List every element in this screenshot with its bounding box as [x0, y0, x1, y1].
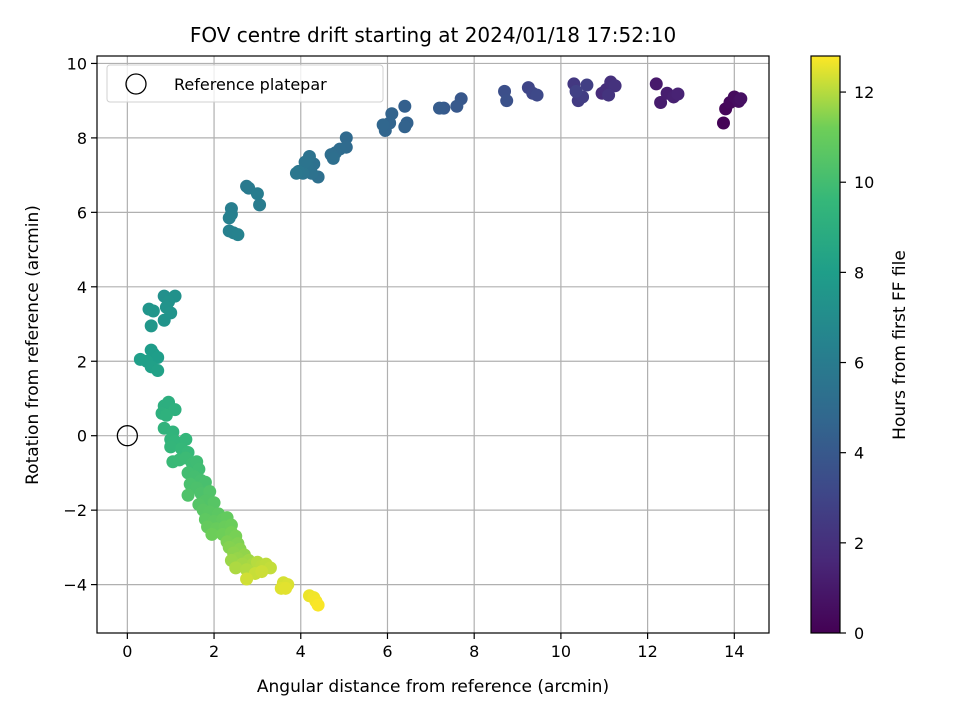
y-tick-label: −4 — [63, 576, 87, 595]
data-point — [164, 440, 178, 454]
legend-label: Reference platepar — [174, 75, 327, 94]
plot-frame — [96, 55, 770, 634]
data-point — [654, 96, 668, 110]
data-point — [151, 351, 165, 365]
data-point — [144, 319, 158, 333]
data-point — [326, 151, 340, 165]
colorbar-tick-label: 8 — [854, 263, 864, 282]
data-point — [279, 581, 293, 595]
data-points — [133, 75, 748, 612]
colorbar-tick-label: 0 — [854, 624, 864, 643]
data-point — [580, 78, 594, 92]
y-tick-label: 0 — [77, 427, 87, 446]
x-tick-label: 4 — [296, 642, 306, 661]
x-tick-label: 2 — [209, 642, 219, 661]
x-tick-label: 0 — [122, 642, 132, 661]
colorbar-ticks: 0 2 4 6 8 10 12 — [840, 83, 874, 643]
data-point — [339, 131, 353, 145]
data-point — [376, 118, 390, 132]
colorbar-title: Hours from first FF file — [890, 250, 910, 440]
x-tick-label: 10 — [551, 642, 571, 661]
colorbar-tick-label: 12 — [854, 83, 874, 102]
chart-title: FOV centre drift starting at 2024/01/18 … — [190, 23, 676, 47]
data-point — [253, 198, 267, 212]
y-tick-label: 4 — [77, 278, 87, 297]
data-point — [716, 116, 730, 130]
data-point — [649, 77, 663, 91]
data-point — [222, 211, 236, 225]
data-point — [433, 101, 447, 115]
y-axis: −4 −2 0 2 4 6 8 10 — [63, 54, 97, 595]
data-point — [500, 94, 514, 108]
data-point — [450, 99, 464, 113]
data-point — [602, 88, 616, 102]
y-axis-title: Rotation from reference (arcmin) — [23, 205, 43, 485]
data-point — [240, 572, 254, 586]
colorbar-tick-label: 10 — [854, 173, 874, 192]
data-point — [398, 120, 412, 134]
data-point — [608, 79, 622, 93]
data-point — [530, 88, 544, 102]
y-tick-label: 2 — [77, 352, 87, 371]
data-point — [289, 166, 303, 180]
data-point — [671, 87, 685, 101]
data-point — [398, 99, 412, 113]
y-tick-label: 6 — [77, 203, 87, 222]
x-tick-label: 14 — [724, 642, 744, 661]
reference-marker-group — [116, 425, 138, 447]
grid — [97, 56, 769, 633]
legend-marker-icon — [125, 73, 147, 95]
colorbar-gradient — [810, 55, 841, 634]
legend-box — [106, 64, 384, 103]
reference-platepar-marker — [116, 425, 138, 447]
data-point — [734, 92, 748, 106]
colorbar-tick-label: 4 — [854, 444, 864, 463]
x-axis-title: Angular distance from reference (arcmin) — [257, 677, 609, 697]
data-point — [569, 84, 583, 98]
y-tick-label: −2 — [63, 501, 87, 520]
legend: Reference platepar — [106, 64, 384, 103]
x-tick-label: 8 — [469, 642, 479, 661]
y-tick-label: 10 — [67, 54, 87, 73]
data-point — [255, 565, 269, 579]
data-point — [298, 155, 312, 169]
data-point — [157, 313, 171, 327]
data-point — [181, 488, 195, 502]
colorbar-tick-label: 6 — [854, 354, 864, 373]
data-point — [311, 598, 325, 612]
y-tick-label: 8 — [77, 129, 87, 148]
x-tick-label: 6 — [382, 642, 392, 661]
data-point — [231, 228, 245, 242]
x-tick-label: 12 — [637, 642, 657, 661]
data-point — [229, 561, 243, 575]
colorbar: 0 2 4 6 8 10 12 Hours from first FF file — [810, 55, 910, 643]
colorbar-tick-label: 2 — [854, 534, 864, 553]
data-point — [205, 527, 219, 541]
data-point — [151, 364, 165, 378]
x-axis: 0 2 4 6 8 10 12 14 — [122, 633, 744, 661]
data-point — [146, 304, 160, 318]
data-point — [159, 408, 173, 422]
data-point — [250, 187, 264, 201]
